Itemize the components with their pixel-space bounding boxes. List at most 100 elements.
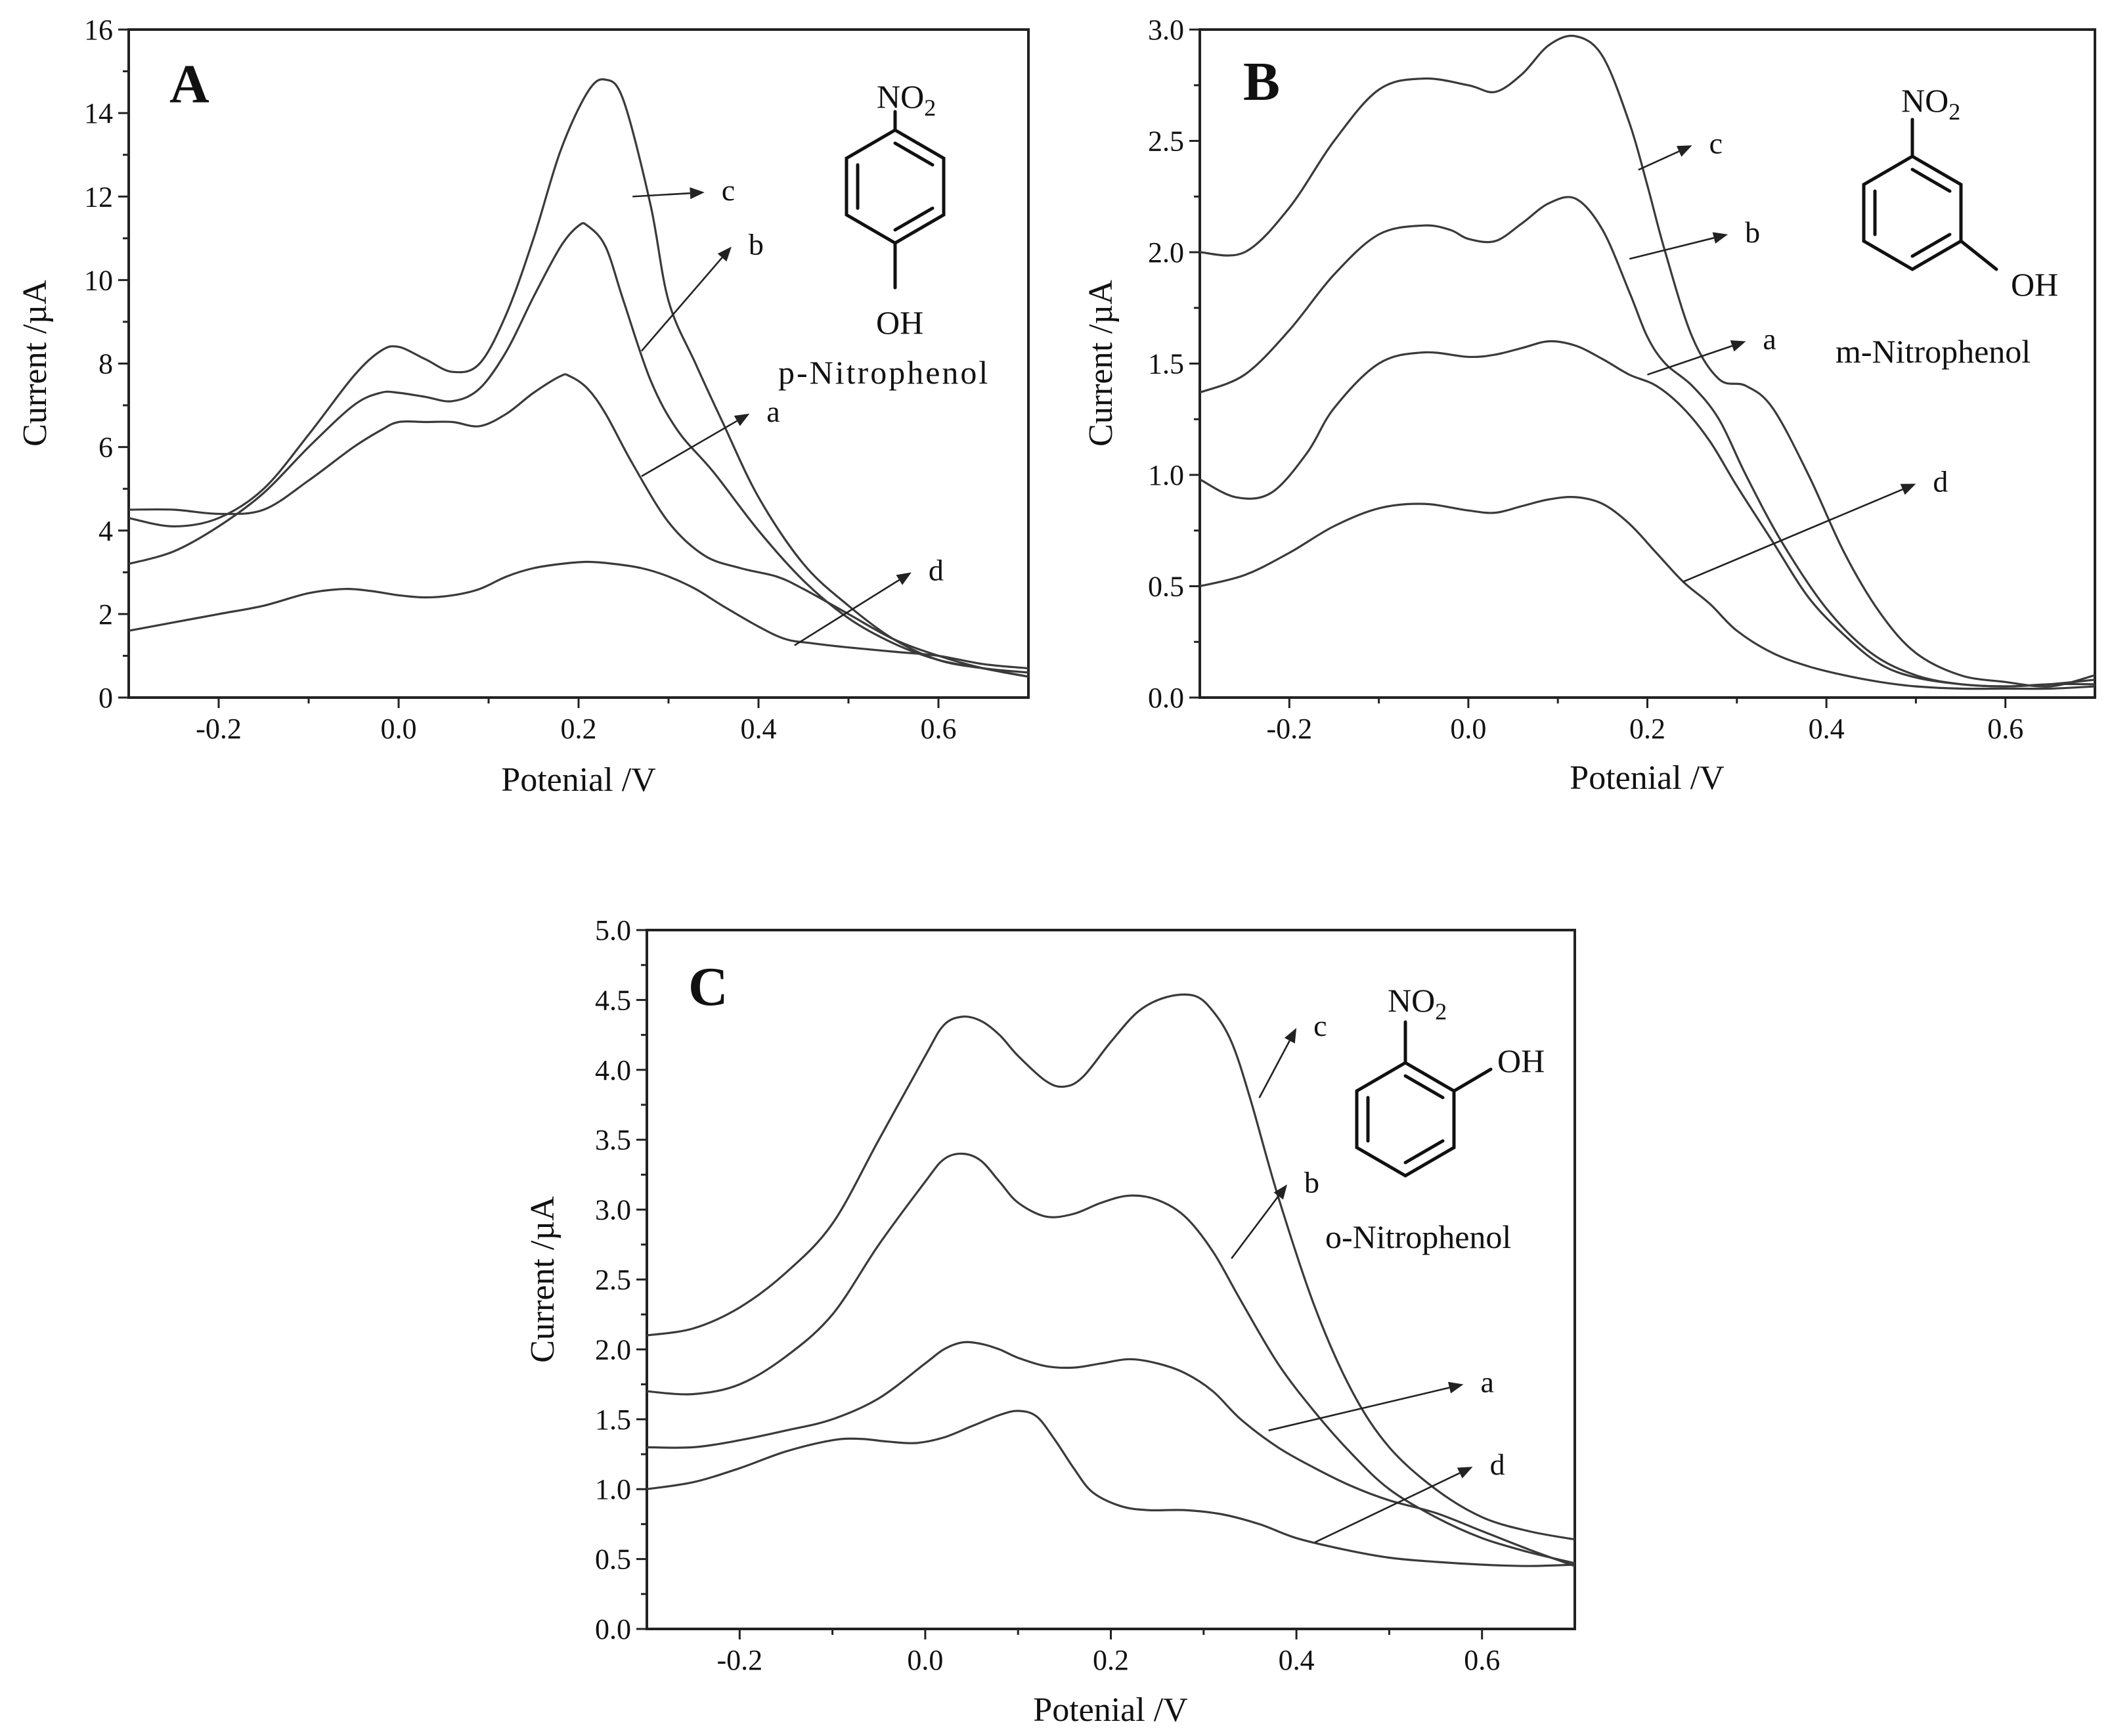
y-tick-label: 0.0 [595,1613,631,1645]
curve-label-d: d [1490,1448,1505,1481]
compound-name: p-Nitrophenol [778,354,990,391]
panel-c: -0.2 0.0 0.2 0.4 0.6 0.0 0.5 1.0 1.5 2.0 2.5 3.0 3.5… [524,914,1576,1729]
curve-label-d: d [929,553,944,587]
curves [1199,34,2096,690]
arrowhead-a [734,413,750,426]
arrowhead-b [717,246,732,262]
curve-pointer-d [1683,488,1903,583]
nitro-group: NO2 [1388,982,1447,1025]
curve-label-a: a [766,395,780,428]
y-tick-label: 0.0 [1148,682,1184,714]
curve-pointer-d [794,579,900,646]
curve-label-a: a [1480,1366,1493,1399]
curve-pointer-b [640,257,723,352]
curve-label-c: c [1709,126,1723,160]
curve-label-c: c [1313,1009,1327,1042]
curve-label-d: d [1933,465,1948,499]
x-tick-label: 0.2 [561,713,597,745]
x-tick-label: 0.6 [1464,1644,1500,1676]
curve-c [646,993,1575,1541]
curve-a [128,373,1029,678]
curve-a [646,1341,1575,1567]
y-tick-label: 1.5 [595,1404,631,1436]
y-tick-label: 8 [99,348,113,380]
hydroxyl-group: OH [1497,1042,1545,1079]
x-tick-label: 0.0 [1450,713,1486,745]
y-tick-label: 1.0 [595,1473,631,1505]
nitro-group: NO2 [1901,82,1960,125]
y-axis-label: Current /µA [16,280,54,447]
curve-c [128,78,1029,674]
hydroxyl-group: OH [2011,266,2058,303]
ring-double-bond [1910,233,1952,258]
curve-pointer-c [632,192,690,198]
curve-label-c: c [722,173,735,207]
y-tick-label: 1.0 [1148,459,1184,491]
compound-name: o-Nitrophenol [1325,1218,1511,1255]
arrowhead-d [1900,483,1916,495]
panel-letter: B [1243,51,1280,112]
curve-label-b: b [1304,1165,1319,1199]
curve-label-b: b [1745,215,1760,249]
curve-pointer-c [1258,1040,1290,1098]
ticks [118,28,940,708]
y-tick-label: 12 [84,181,113,213]
arrowhead-a [1447,1381,1464,1394]
arrowhead-c [690,187,705,200]
panel-b: -0.2 0.0 0.2 0.4 0.6 0.0 0.5 1.0 1.5 2.0 2.5 3.0 c b… [1082,14,2096,797]
arrowhead-c [1284,1027,1297,1044]
hydroxyl-group: OH [876,304,923,341]
curve-label-b: b [749,228,764,261]
y-tick-label: 0.5 [595,1544,631,1576]
ring-double-bond [893,141,935,167]
y-axis-label: Current /µA [1082,280,1120,447]
arrowhead-c [1676,145,1692,157]
curve-d [1199,496,2096,690]
ring-double-bond [1910,167,1952,193]
y-tick-label: 2.5 [595,1264,631,1296]
x-axis-label: Potenial /V [501,761,655,799]
y-tick-label: 2.0 [595,1333,631,1366]
ring-double-bond [893,206,935,232]
y-tick-label: 2.0 [1148,236,1184,269]
ring-double-bond [1403,1139,1445,1165]
curve-labels: c b a d [1231,1009,1505,1544]
nitro-group: NO2 [877,78,936,121]
y-tick-label: 10 [84,264,113,296]
benzene-ring [1862,154,1963,271]
plot-frame [646,929,1576,1630]
x-axis-label: Potenial /V [1570,759,1724,797]
y-tick-label: 3.0 [1148,14,1184,46]
x-tick-label: 0.6 [1987,713,2023,745]
curves [646,993,1575,1567]
y-tick-label: 16 [84,14,113,46]
curve-label-a: a [1763,323,1776,356]
panel-letter: C [688,956,728,1017]
arrowhead-b [1712,232,1728,244]
y-tick-label: 5.0 [595,914,631,946]
compound-name: m-Nitrophenol [1836,333,2031,370]
curve-labels: cb a d [632,173,944,646]
curve-labels: c b a d [1629,126,1948,583]
y-tick-label: 2.5 [1148,125,1184,158]
arrowhead-b [1273,1184,1287,1200]
x-tick-label: 0.4 [741,713,777,745]
x-tick-label: -0.2 [196,713,242,745]
arrowhead-d [896,572,912,585]
curve-pointer-a [1647,345,1733,376]
curve-d [646,1410,1575,1567]
curve-pointer-d [1314,1472,1461,1544]
x-tick-label: 0.2 [1093,1644,1129,1676]
y-tick-label: 4 [99,515,113,547]
x-tick-label: 0.0 [907,1644,943,1676]
tick-labels: -0.2 0.0 0.2 0.4 0.6 0 2 4 6 8 10 12 14 16 [84,14,957,745]
curve-b [128,222,1029,678]
benzene-ring [1355,1061,1456,1178]
arrowhead-d [1457,1467,1473,1479]
curve-d [128,560,1029,670]
y-tick-label: 3.0 [595,1194,631,1226]
y-tick-label: 4.5 [595,984,631,1016]
arrowhead-a [1730,340,1746,352]
x-tick-label: 0.4 [1809,713,1845,745]
